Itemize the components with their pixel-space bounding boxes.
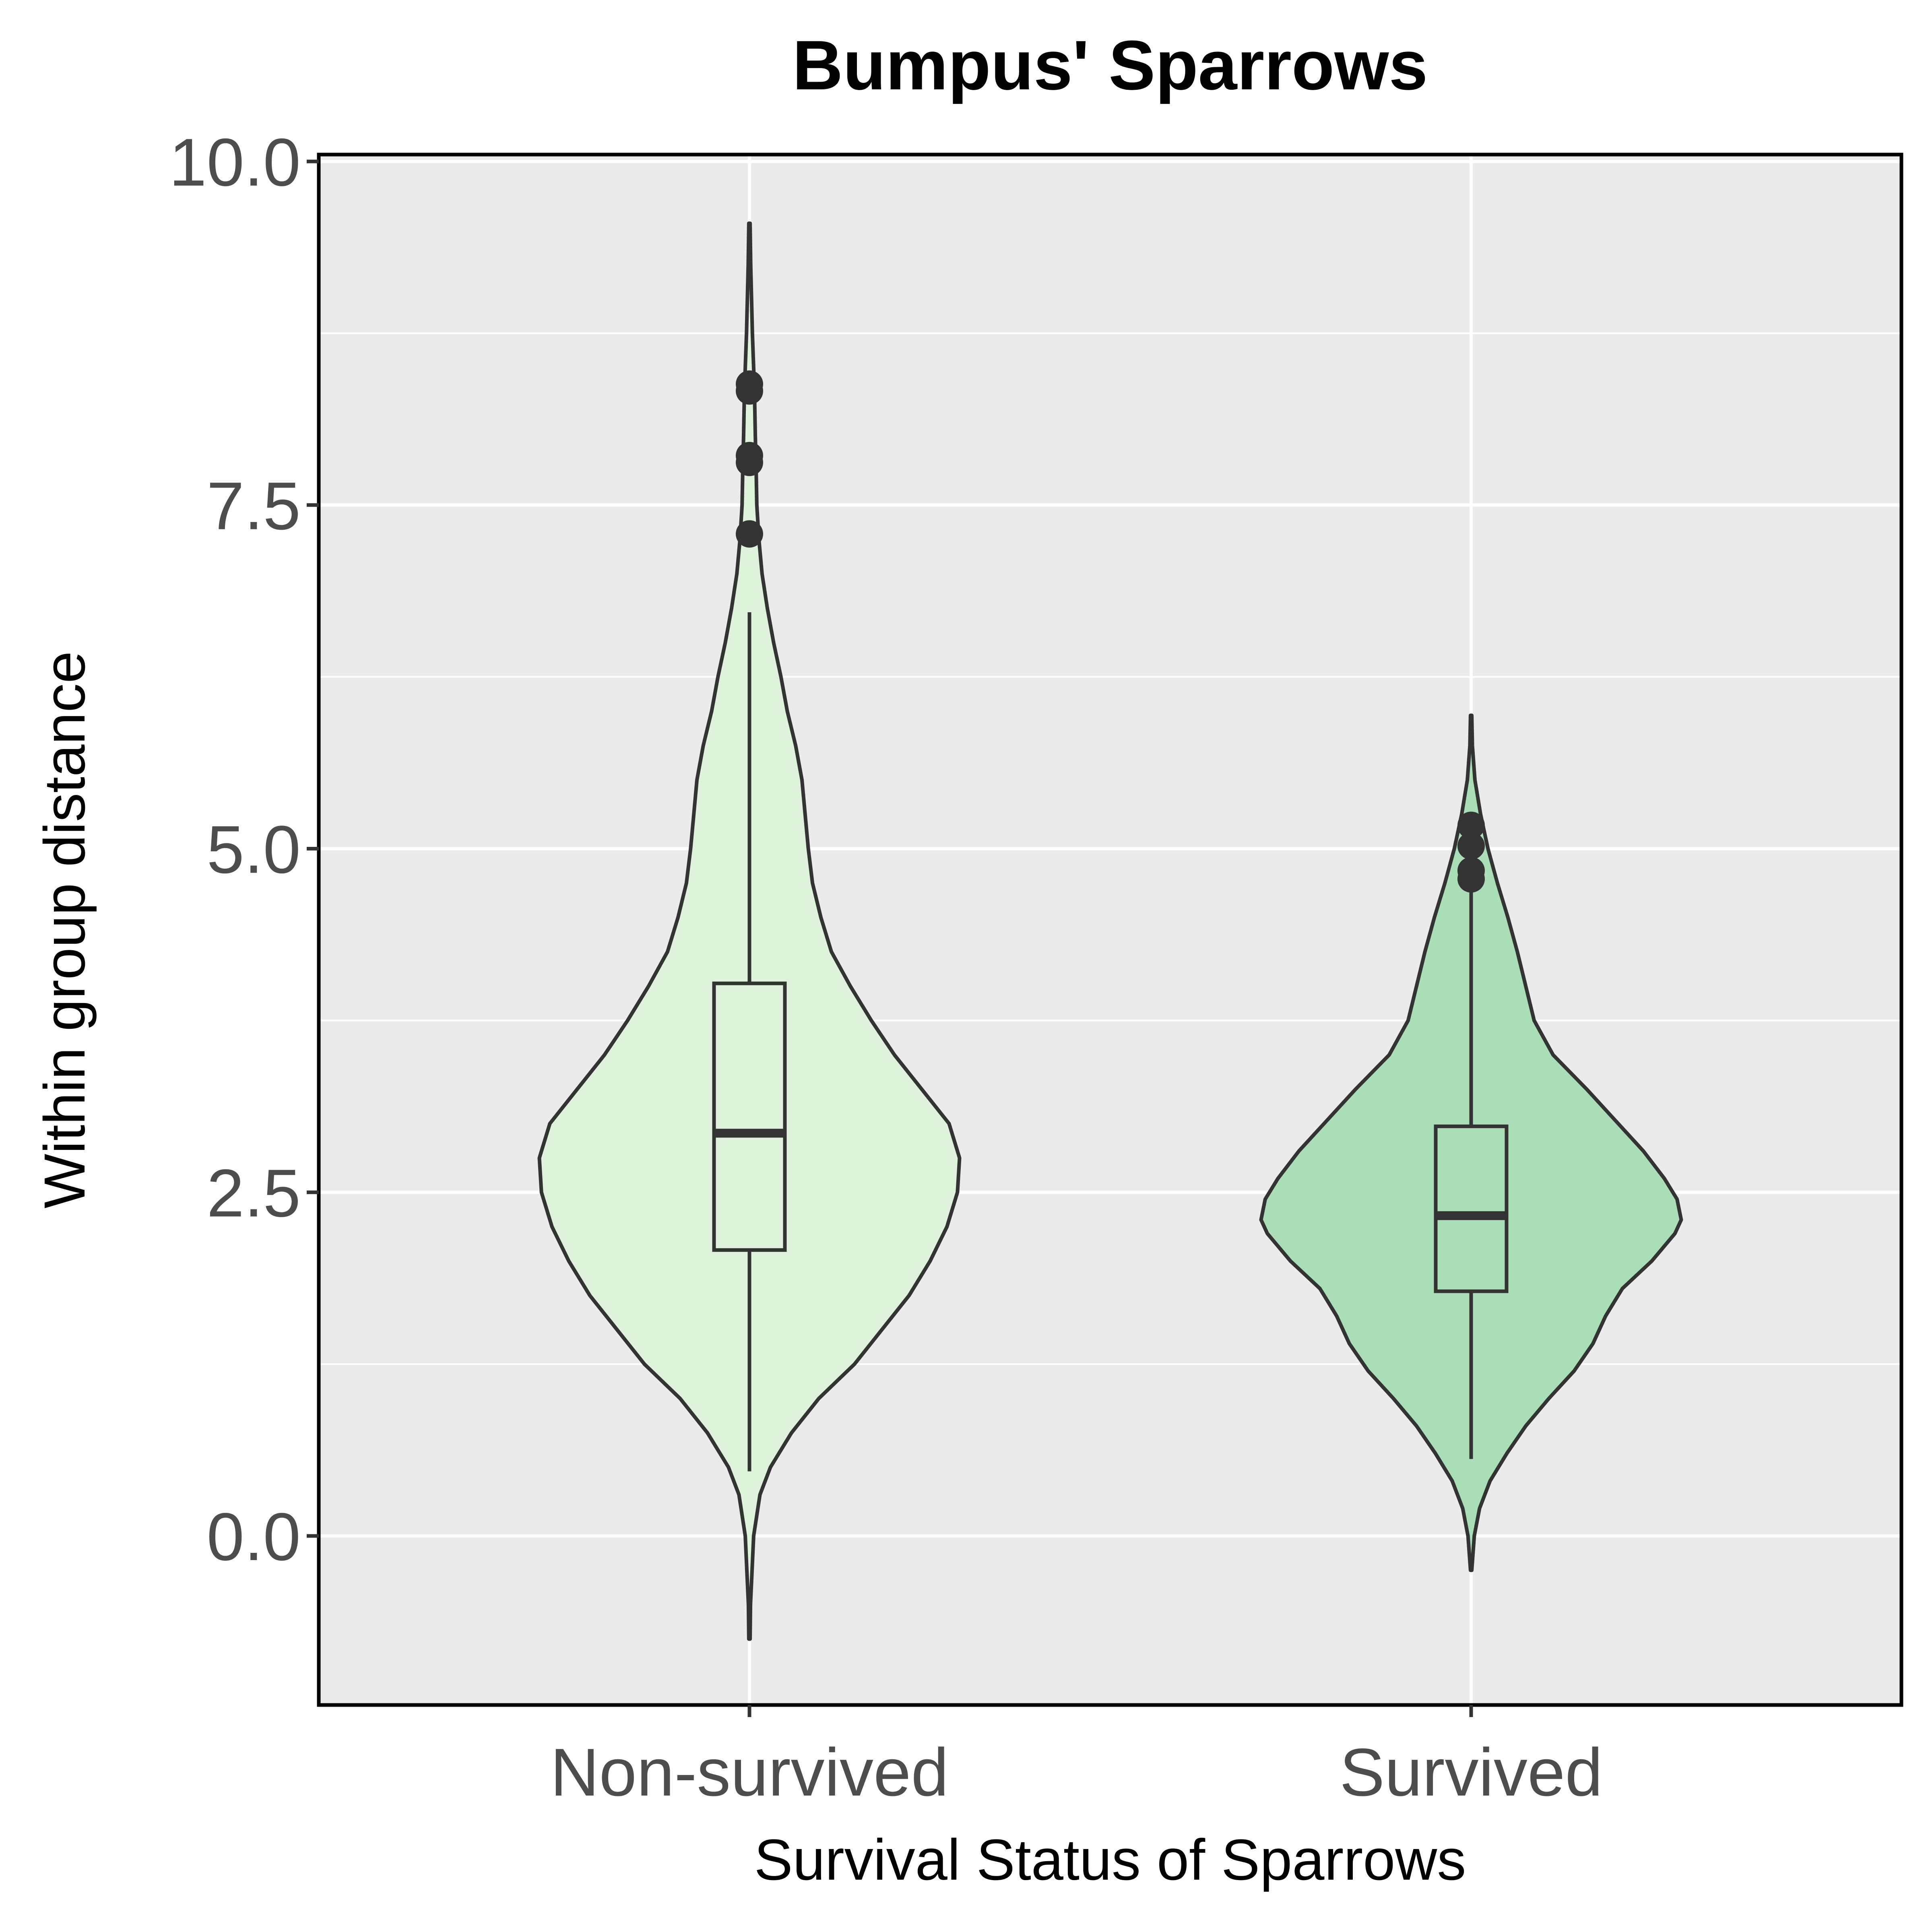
box-iqr: [1434, 1124, 1509, 1293]
outlier-point: [1457, 811, 1485, 839]
outlier-point: [1457, 832, 1485, 860]
boxplots: [712, 612, 1509, 1472]
panel-background: [319, 155, 1901, 1705]
box-iqr: [712, 981, 787, 1252]
outlier-point: [1457, 857, 1485, 885]
y-tick-label: 7.5: [206, 468, 301, 544]
x-axis-title: Survival Status of Sparrows: [754, 1827, 1466, 1892]
outlier-point: [736, 520, 763, 548]
y-tick-label: 0.0: [206, 1499, 301, 1575]
chart-title: Bumpus' Sparrows: [793, 26, 1428, 104]
x-tick-label: Survived: [1340, 1734, 1603, 1810]
plot-panel: [317, 153, 1903, 1707]
panel-border: [317, 153, 1903, 1707]
x-tick-label: Non-survived: [550, 1734, 949, 1810]
y-tick-label: 5.0: [206, 812, 301, 888]
axes: 0.0 2.5 5.0 7.5 10.0 Non-survived Survived: [169, 124, 1603, 1810]
y-tick-label: 10.0: [169, 124, 301, 200]
outlier-points: [736, 370, 1485, 893]
outlier-point: [736, 442, 763, 469]
y-tick-label: 2.5: [206, 1155, 301, 1231]
outlier-point: [736, 370, 763, 398]
y-axis-title: Within group distance: [32, 651, 97, 1209]
